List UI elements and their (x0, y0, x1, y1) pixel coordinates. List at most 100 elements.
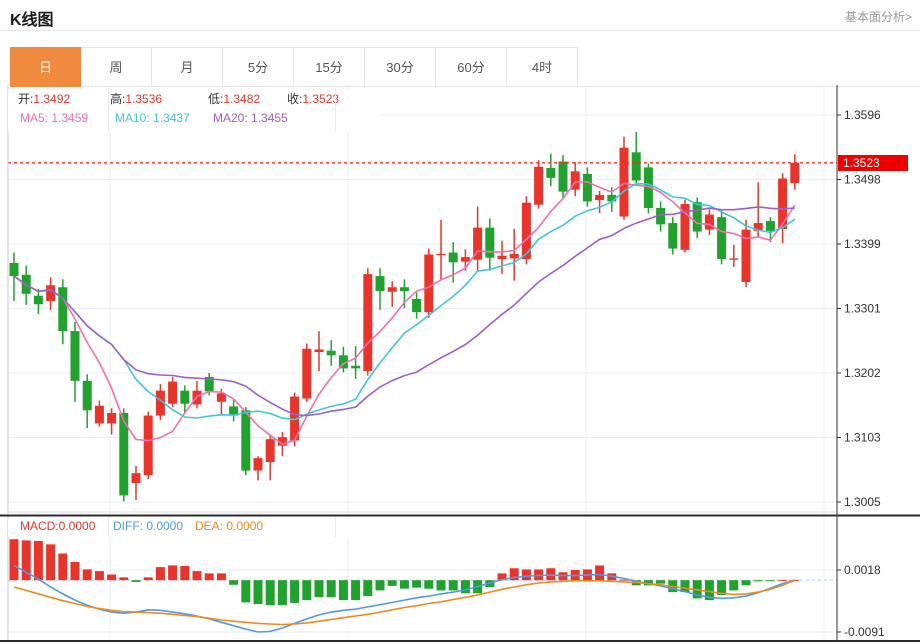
candle-body (58, 287, 68, 332)
candle-body (9, 262, 19, 277)
ma10-readout: MA10: 1.3437 (115, 111, 190, 125)
candle-body (521, 202, 531, 260)
candle-body (143, 415, 153, 476)
candle-body (656, 207, 666, 225)
candle-body (180, 390, 190, 404)
candle-body (582, 173, 592, 202)
tab-4hour[interactable]: 4时 (507, 47, 578, 87)
macd-bar (753, 580, 763, 582)
macd-bar (460, 580, 470, 594)
macd-bar (290, 580, 300, 603)
tab-15min[interactable]: 15分 (294, 47, 365, 87)
candle-body (277, 437, 287, 446)
candle-body (338, 355, 348, 369)
macd-bar (448, 580, 458, 591)
candle-body (497, 255, 507, 260)
tab-5min[interactable]: 5分 (223, 47, 294, 87)
candle-body (326, 350, 336, 356)
ma-row: MA5: 1.3459 MA10: 1.3437 MA20: 1.3455 (8, 111, 380, 131)
tab-day[interactable]: 日 (10, 47, 81, 87)
candle-body (448, 252, 458, 263)
candle-body (595, 194, 605, 201)
macd-bar (729, 580, 739, 591)
info-divider-1 (108, 88, 109, 132)
macd-bar (412, 580, 422, 588)
ma20-line (13, 206, 795, 417)
title-divider (0, 30, 920, 31)
candle-body (131, 473, 141, 484)
macd-bar (326, 580, 336, 598)
macd-bar (338, 580, 348, 601)
macd-bar (302, 580, 312, 601)
close-readout: 收:1.3523 (287, 92, 340, 106)
macd-bar (168, 565, 178, 581)
macd-bar (521, 569, 531, 581)
price-tick-label: 1.3399 (844, 237, 881, 251)
macd-bar (387, 580, 397, 586)
low-readout: 低:1.3482 (208, 92, 261, 106)
macd-bar (46, 544, 56, 581)
price-tick-label: 1.3596 (844, 108, 881, 122)
macd-bar (497, 573, 507, 581)
macd-bar (375, 580, 385, 591)
candle-body (436, 253, 446, 256)
dea-readout: DEA: 0.0000 (195, 519, 264, 533)
price-tick-label: 1.3498 (844, 173, 881, 187)
open-readout: 开:1.3492 (18, 92, 71, 106)
candle-body (424, 254, 434, 313)
candle-body (351, 365, 361, 369)
candle-body (534, 166, 544, 205)
price-tick-label: 1.3005 (844, 495, 881, 509)
page-title: K线图 (10, 12, 54, 29)
chart-bottom-border (0, 640, 920, 642)
candle-body (363, 274, 373, 372)
candle-body (265, 439, 275, 463)
high-readout: 高:1.3536 (110, 92, 163, 106)
macd-bar (119, 577, 129, 581)
candle-body (241, 410, 251, 471)
candle-body (290, 396, 300, 441)
macd-bar (229, 580, 239, 585)
candle-body (155, 390, 165, 416)
interval-tabbar: 日 周 月 5分 15分 30分 60分 4时 (10, 47, 920, 87)
tab-60min[interactable]: 60分 (436, 47, 507, 87)
panel-dark-separator (0, 514, 920, 517)
macd-bar (21, 540, 31, 581)
macd-bar (314, 580, 324, 598)
candle-body (229, 406, 239, 416)
macd-bar (94, 571, 104, 581)
macd-bar (363, 580, 373, 597)
candle-body (375, 276, 385, 292)
macd-bar (424, 580, 434, 589)
candle-body (473, 227, 483, 260)
macd-bar (192, 571, 202, 581)
candle-body (729, 258, 739, 260)
macd-bar (765, 580, 775, 582)
macd-divider-1 (108, 517, 109, 537)
tab-month[interactable]: 月 (152, 47, 223, 87)
candle-body (204, 376, 214, 392)
candle-body (668, 223, 678, 249)
macd-bar (351, 580, 361, 601)
candle-body (692, 202, 702, 232)
dea-line (13, 579, 796, 626)
macd-bar (399, 580, 409, 589)
tab-week[interactable]: 周 (81, 47, 152, 87)
candle-body (70, 331, 80, 381)
info-divider-2 (335, 88, 336, 132)
candle-body (253, 458, 263, 471)
candle-body (753, 223, 763, 231)
fundamental-analysis-link[interactable]: 基本面分析> (844, 10, 912, 24)
ohlc-row: 开:1.3492 高:1.3536 低:1.3482 收:1.3523 (8, 90, 380, 110)
macd-bar (741, 580, 751, 586)
candle-body (704, 214, 714, 230)
candle-body (570, 171, 580, 190)
macd-bar (82, 569, 92, 581)
macd-divider-2 (335, 517, 336, 537)
candle-body (94, 405, 104, 424)
diff-readout: DIFF: 0.0000 (113, 519, 184, 533)
candle-body (302, 348, 312, 399)
tab-30min[interactable]: 30分 (365, 47, 436, 87)
candle-body (216, 393, 226, 402)
